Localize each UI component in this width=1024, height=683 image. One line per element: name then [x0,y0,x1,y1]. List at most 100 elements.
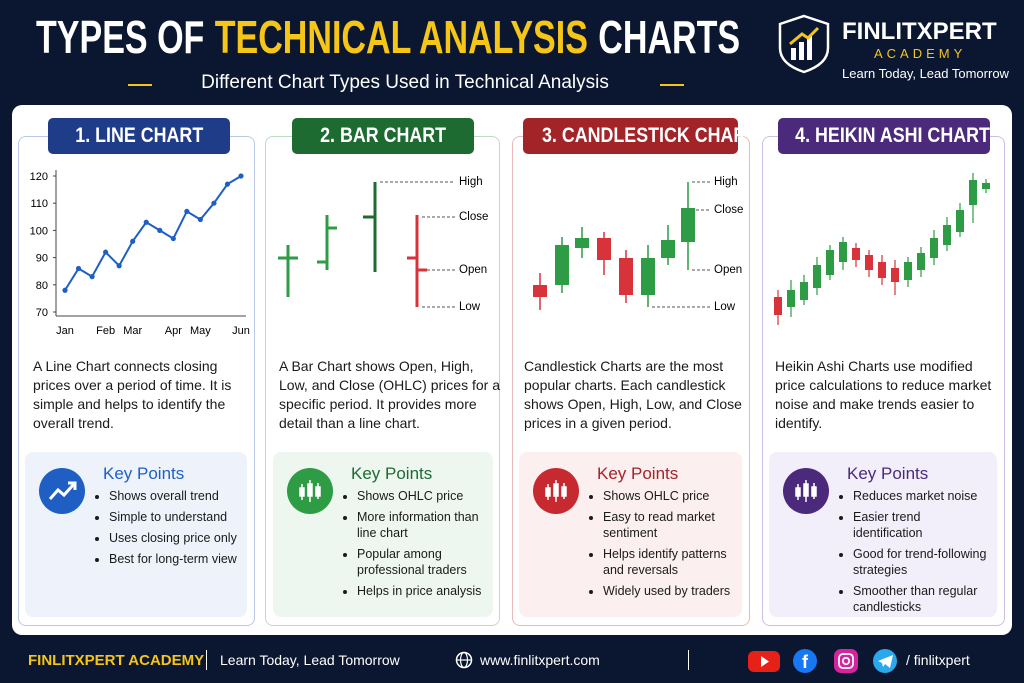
key-point: Good for trend-following strategies [853,546,989,578]
ohlc-label: Open [714,264,742,276]
x-tick-label: Jan [56,325,74,337]
key-point: Shows OHLC price [357,488,493,504]
point [130,238,136,244]
candlestick-illustration: High Close Open Low [533,176,743,313]
key-point: Helps identify patterns and reversals [603,546,739,578]
x-tick-label: May [190,325,211,337]
key-points-list: Reduces market noise Easier trend identif… [839,488,989,620]
footer-social[interactable]: / finlitxpert [906,652,970,668]
key-points: Key Points Reduces market noise Easier tre… [769,452,997,617]
key-point: More information than line chart [357,509,493,541]
key-points-icon [39,468,85,514]
key-points-title: Key Points [597,464,679,483]
title-part: TECHNICAL ANALYSIS [214,11,588,63]
key-point: Reduces market noise [853,488,989,504]
bar-chart-illustration: High Close Open Low [278,176,488,313]
description: Heikin Ashi Charts use modified price ca… [775,358,992,431]
tagline: Learn Today, Lead Tomorrow [842,66,1009,81]
panel-title-text: 4. HEIKIN ASHI CHART [795,124,990,147]
panel-title-text: 1. LINE CHART [75,124,203,147]
point [103,249,109,255]
point [62,287,68,293]
divider [688,650,689,670]
point [184,208,190,214]
ohlc-label: Low [459,301,481,313]
key-points-list: Shows OHLC price Easy to read market sent… [589,488,739,604]
description: Candlestick Charts are the most popular … [524,358,742,431]
point [143,219,149,225]
point [157,227,163,233]
ohlc-label: High [714,176,738,188]
x-tick-label: Jun [232,325,250,337]
key-points-icon [533,468,579,514]
brand: FINLITXPERT [842,18,997,45]
key-point: Helps in price analysis [357,583,493,599]
key-point: Shows OHLC price [603,488,739,504]
globe-icon [455,651,473,669]
title: TYPES OF TECHNICAL ANALYSIS CHARTS [36,10,750,64]
y-tick-label: 70 [36,307,48,319]
point [238,173,244,179]
key-point: Shows overall trend [109,488,245,504]
key-point: Smoother than regular candlesticks [853,583,989,615]
heikin-ashi-illustration [774,173,990,325]
point [89,274,95,280]
point [211,200,217,206]
key-points-title: Key Points [351,464,433,483]
logo [778,14,830,74]
panel-title-text: 3. CANDLESTICK CHART [541,124,758,147]
x-tick-label: Feb [96,325,115,337]
key-point: Uses closing price only [109,530,245,546]
social-icons[interactable]: f [748,648,898,674]
ohlc-label: High [459,176,483,188]
footer-brand: FINLITXPERT ACADEMY [28,652,205,669]
line-chart: 70 80 90 100 110 120 Jan Feb Mar Apr May Jun [30,170,250,337]
key-points-title: Key Points [847,464,929,483]
title-part: TYPES OF [36,11,205,63]
svg-text:f: f [802,652,809,672]
y-tick-label: 120 [30,171,48,183]
key-points-list: Shows overall trend Simple to understand U… [95,488,245,572]
y-tick-label: 80 [36,280,48,292]
title-part: CHARTS [598,11,741,63]
key-points-title: Key Points [103,464,185,483]
key-point: Simple to understand [109,509,245,525]
subtitle: Different Chart Types Used in Technical … [201,72,609,93]
description: A Line Chart connects closing prices ove… [33,358,232,431]
ohlc-label: Open [459,264,487,276]
key-points: Key Points Shows overall trend Simple to u… [25,452,247,617]
brand-sub: ACADEMY [874,46,967,61]
panel-title: 2. BAR CHART [292,118,474,154]
rule [128,84,152,86]
key-points-list: Shows OHLC price More information than li… [343,488,493,604]
point [197,216,203,223]
panel-title: 1. LINE CHART [48,118,230,154]
point [116,263,122,269]
key-point: Easier trend identification [853,509,989,541]
divider [206,650,207,670]
panel-title: 4. HEIKIN ASHI CHART [778,118,990,154]
x-tick-label: Apr [165,325,182,337]
panel-title-text: 2. BAR CHART [320,124,446,147]
description: A Bar Chart shows Open, High, Low, and C… [279,358,500,431]
key-point: Best for long-term view [109,551,245,567]
point [170,235,176,242]
ohlc-label: Low [714,301,736,313]
key-point: Widely used by traders [603,583,739,599]
line [64,175,242,291]
key-points-icon [287,468,333,514]
key-points: Key Points Shows OHLC price Easy to read m… [519,452,742,617]
point [75,265,82,272]
footer-website[interactable]: www.finlitxpert.com [480,652,600,668]
key-points: Key Points Shows OHLC price More informati… [273,452,493,617]
footer-tagline: Learn Today, Lead Tomorrow [220,652,400,668]
key-point: Easy to read market sentiment [603,509,739,541]
key-points-icon [783,468,829,514]
point [224,181,231,187]
panel-title: 3. CANDLESTICK CHART [523,118,757,154]
y-tick-label: 110 [30,198,48,210]
y-tick-label: 90 [36,253,48,265]
y-tick-label: 100 [30,225,48,237]
rule [660,84,684,86]
